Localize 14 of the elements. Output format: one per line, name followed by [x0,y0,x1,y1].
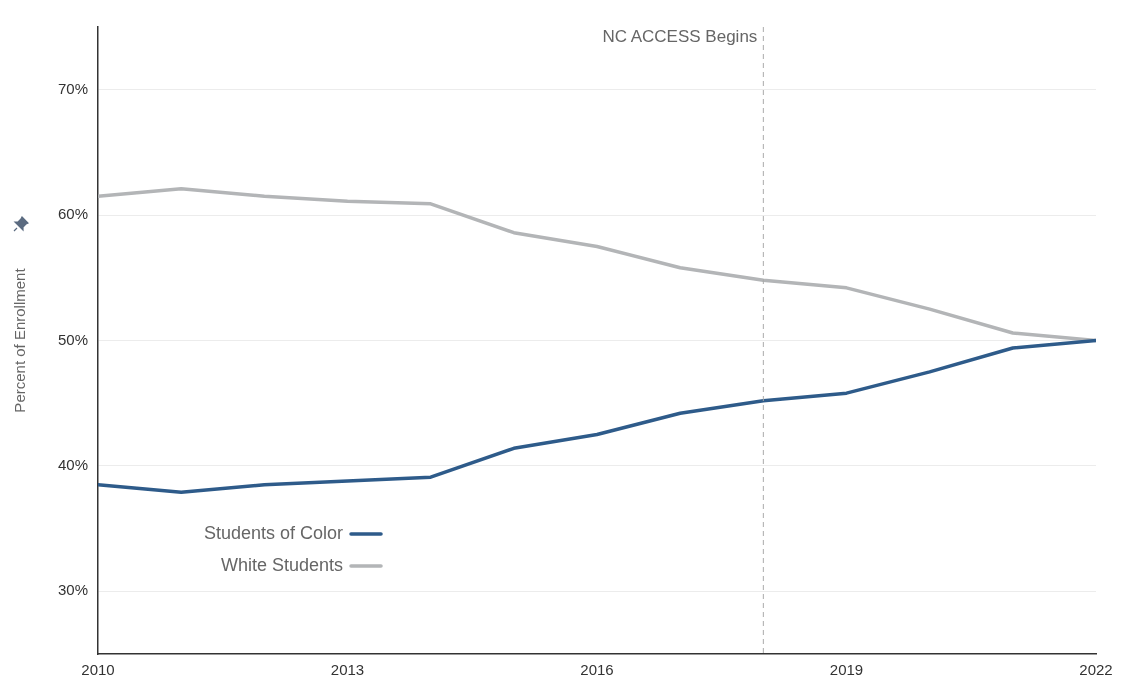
y-tick-label: 60% [57,205,89,223]
x-tick-label: 2019 [829,661,864,679]
y-tick-label: 70% [57,79,89,97]
legend-label: Students of Color [203,522,344,543]
x-tick-label: 2010 [81,661,115,679]
x-tick-label: 2013 [330,661,365,679]
x-tick-label: 2016 [580,661,614,679]
legend-label: White Students [220,554,344,575]
x-tick-label: 2022 [1079,661,1113,679]
ref-line-label: NC ACCESS Begins [602,27,758,47]
y-tick-label: 30% [57,581,89,599]
y-tick-label: 50% [57,330,89,348]
y-axis-title: Percent of Enrollment [11,267,29,413]
y-tick-label: 40% [57,456,89,474]
